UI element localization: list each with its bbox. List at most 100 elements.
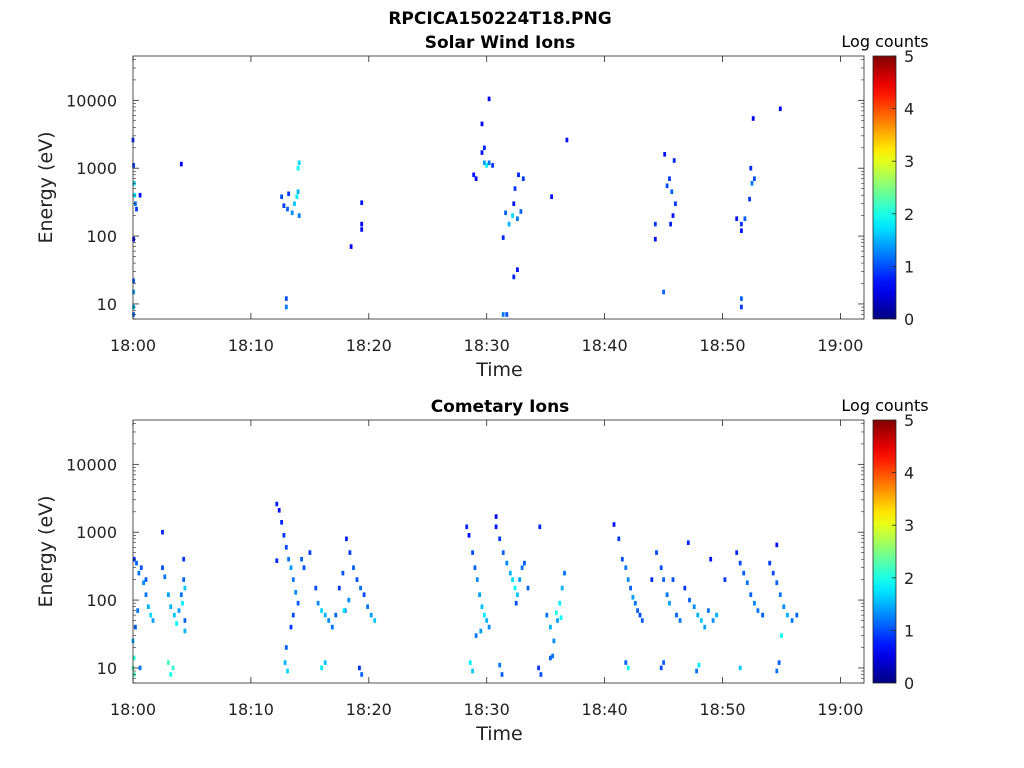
spectrogram-cell [352,565,355,570]
colorbar-tick-label: 4 [904,464,914,483]
spectrogram-cell [740,221,743,227]
spectrogram-cell [516,267,519,272]
spectrogram-cell [179,592,183,597]
spectrogram-cell [277,508,281,513]
colorbar-tick-label: 3 [904,152,914,171]
spectrogram-cell [662,289,665,295]
spectrogram-cell [738,665,742,671]
spectrogram-cell [500,672,504,677]
spectrogram-cell [761,612,764,618]
spectrogram-cell [294,590,298,595]
spectrogram-cell [740,228,743,233]
spectrogram-cell [132,289,135,295]
y-tick-label: 100 [86,227,117,246]
spectrogram-cell [471,668,474,674]
spectrogram-cell [516,216,519,221]
spectrogram-cell [501,550,505,555]
spectrogram-cell [662,577,665,582]
colorbar-tick-label: 1 [904,621,914,640]
spectrogram-cell [132,163,135,168]
y-tick-label: 10 [97,295,117,314]
spectrogram-cell [138,192,142,198]
spectrogram-cell [516,592,519,597]
spectrogram-cell [653,236,657,242]
spectrogram-cell [280,520,283,525]
spectrogram-cell [183,585,187,591]
spectrogram-cell [771,570,775,576]
colorbar-tick-label: 0 [904,310,914,329]
spectrogram-cell [777,660,781,665]
spectrogram-cell [297,213,301,218]
spectrogram-cell [144,577,148,582]
spectrogram-cell [342,608,346,613]
spectrogram-cell [513,585,517,591]
spectrogram-cell [735,550,739,555]
spectrogram-cell [473,565,477,570]
spectrogram-cell [132,655,136,661]
spectrogram-cell [337,585,341,591]
colorbar-tick-label: 4 [904,100,914,119]
spectrogram-cell [465,524,469,530]
spectrogram-cell [323,612,327,618]
spectrogram-cell [560,585,564,591]
spectrogram-cell [167,660,170,665]
spectrogram-cell [790,618,794,623]
spectrogram-cell [672,158,676,163]
spectrogram-cell [517,172,520,178]
spectrogram-cell [479,628,483,634]
spectrogram-cell [487,96,491,102]
spectrogram-cell [302,565,306,570]
panel-cometary-ions: Cometary Ions 18:00 18:10 18:20 18:30 18:40 18… [35,396,929,745]
spectrogram-cell [550,194,553,199]
spectrogram-cell [280,194,283,199]
spectrogram-cell [671,213,675,218]
spectrogram-cell [537,665,540,671]
x-tick-label: 18:20 [346,700,392,719]
spectrogram-cell [629,585,632,591]
spectrogram-cell [775,668,779,674]
spectrogram-cell [786,612,789,618]
spectrogram-cell [655,550,658,555]
spectrogram-cell [135,206,138,212]
colorbar [872,419,897,684]
spectrogram-cell [775,542,779,548]
y-tick-label: 100 [86,591,117,610]
spectrogram-cell [549,624,552,630]
plot-area [133,420,864,683]
spectrogram-cell [297,160,301,166]
spectrogram-cell [653,221,657,227]
spectrogram-cell [475,577,479,582]
x-axis-label: Time [475,359,523,381]
spectrogram-cell [358,665,361,671]
spectrogram-cell [511,213,514,218]
spectrogram-cell [775,580,779,585]
spectrogram-cell [782,604,786,609]
x-tick-label: 18:00 [110,700,156,719]
colorbar-label: Log counts [841,396,928,415]
spectrogram-cell [487,624,491,630]
spectrogram-cell [692,604,696,609]
spectrogram-cell [563,570,566,576]
spectrogram-cell [349,244,353,249]
y-tick-label: 10000 [66,91,117,110]
spectrogram-cell [620,556,624,562]
spectrogram-cell [753,176,756,181]
spectrogram-cell [633,600,637,606]
spectrogram-cell [296,600,300,606]
spectrogram-cell [508,570,512,576]
spectrogram-cell [320,665,323,671]
spectrogram-cell [286,668,289,674]
spectrogram-cell [161,565,164,570]
spectrogram-cell [686,540,690,545]
colorbar-tick-label: 3 [904,516,914,535]
spectrogram-cell [163,574,167,580]
x-tick-label: 18:50 [699,700,745,719]
spectrogram-cell [778,106,782,112]
spectrogram-cell [756,608,760,613]
spectrogram-cell [501,312,505,317]
spectrogram-cell [360,200,364,205]
spectrogram-cell [175,621,178,626]
spectrogram-cell [501,235,505,240]
spectrogram-cell [617,536,621,542]
spectrogram-cell [668,600,671,606]
